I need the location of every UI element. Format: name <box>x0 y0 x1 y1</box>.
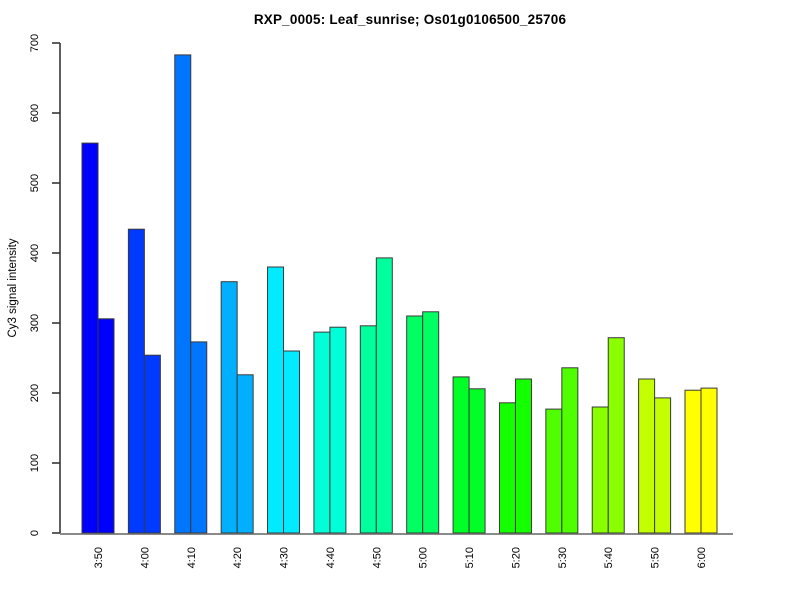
bar-4:50-replicate-1 <box>359 325 377 534</box>
y-tick-label: 400 <box>29 244 41 262</box>
bar-5:10-replicate-2 <box>468 388 486 534</box>
x-tick-label: 4:40 <box>325 547 337 568</box>
bar-5:20-replicate-2 <box>514 378 532 534</box>
bar-5:00-replicate-2 <box>422 311 440 534</box>
x-tick-label: 5:10 <box>464 547 476 568</box>
x-tick-label: 5:40 <box>603 547 615 568</box>
bar-4:40-replicate-1 <box>313 331 331 534</box>
bar-3:50-replicate-1 <box>81 142 99 534</box>
bar-5:00-replicate-1 <box>406 315 424 534</box>
bar-6:00-replicate-2 <box>700 387 718 534</box>
y-tick-label: 0 <box>29 530 41 536</box>
y-tick-label: 600 <box>29 104 41 122</box>
bar-5:30-replicate-1 <box>545 408 563 534</box>
bar-4:30-replicate-2 <box>283 350 301 534</box>
bar-4:10-replicate-1 <box>174 54 192 534</box>
bar-4:30-replicate-1 <box>267 266 285 534</box>
x-tick-label: 4:00 <box>139 547 151 568</box>
x-tick-label: 4:10 <box>186 547 198 568</box>
bars <box>81 54 718 534</box>
x-tick-label: 5:20 <box>510 547 522 568</box>
x-tick-label: 3:50 <box>93 547 105 568</box>
bar-5:10-replicate-1 <box>452 376 470 534</box>
x-tick-label: 6:00 <box>696 547 708 568</box>
bar-4:00-replicate-1 <box>127 228 145 534</box>
x-axis-labels: 3:50 4:00 4:10 4:20 4:30 4:40 4:50 5:00 5:10 5:20… <box>93 547 708 568</box>
bar-4:50-replicate-2 <box>375 257 393 534</box>
bar-5:40-replicate-2 <box>607 337 625 534</box>
y-tick-label: 300 <box>29 314 41 332</box>
bar-4:20-replicate-2 <box>236 374 254 534</box>
bar-5:50-replicate-1 <box>638 378 656 534</box>
y-tick-label: 200 <box>29 384 41 402</box>
bar-5:20-replicate-1 <box>498 402 516 534</box>
bar-6:00-replicate-1 <box>684 389 702 534</box>
y-tick-label: 100 <box>29 454 41 472</box>
bar-5:30-replicate-2 <box>561 367 579 534</box>
y-axis-label: Cy3 signal intensity <box>7 238 19 337</box>
x-tick-label: 4:50 <box>371 547 383 568</box>
chart-title: RXP_0005: Leaf_sunrise; Os01g0106500_257… <box>253 12 567 27</box>
bar-3:50-replicate-2 <box>97 318 115 534</box>
x-tick-label: 4:30 <box>279 547 291 568</box>
bar-4:20-replicate-1 <box>220 281 238 534</box>
x-tick-label: 5:30 <box>557 547 569 568</box>
x-tick-label: 5:00 <box>418 547 430 568</box>
bar-4:40-replicate-2 <box>329 326 347 534</box>
bar-4:10-replicate-2 <box>190 341 208 534</box>
x-tick-label: 5:50 <box>650 547 662 568</box>
y-tick-label: 500 <box>29 174 41 192</box>
bar-5:40-replicate-1 <box>591 406 609 534</box>
bar-5:50-replicate-2 <box>654 397 672 534</box>
bar-4:00-replicate-2 <box>143 354 161 534</box>
axes: 0 100 200 300 400 500 600 700 <box>29 34 733 536</box>
y-tick-label: 700 <box>29 34 41 52</box>
x-tick-label: 4:20 <box>232 547 244 568</box>
